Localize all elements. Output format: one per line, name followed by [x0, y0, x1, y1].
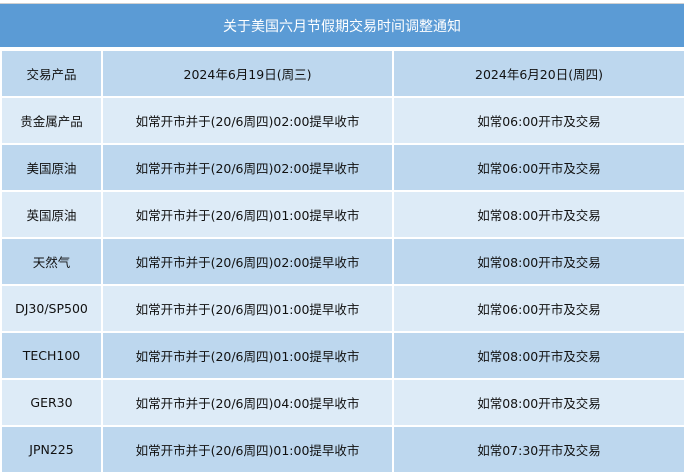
table-row: GER30 如常开市并于(20/6周四)04:00提早收市 如常08:00开市及交易: [0, 378, 684, 427]
spreadsheet-top-gridline: [0, 0, 684, 4]
product-cell: 美国原油: [0, 143, 103, 192]
june19-cell: 如常开市并于(20/6周四)02:00提早收市: [101, 143, 394, 192]
table-row: 美国原油 如常开市并于(20/6周四)02:00提早收市 如常06:00开市及交易: [0, 143, 684, 192]
june20-cell: 如常06:00开市及交易: [392, 284, 684, 333]
product-cell: DJ30/SP500: [0, 284, 103, 333]
product-cell: 英国原油: [0, 190, 103, 239]
table-row: JPN225 如常开市并于(20/6周四)01:00提早收市 如常07:30开市及交…: [0, 425, 684, 474]
header-date-1: 2024年6月19日(周三): [101, 49, 394, 98]
schedule-table: 交易产品 2024年6月19日(周三) 2024年6月20日(周四) 贵金属产品…: [0, 49, 684, 474]
june19-cell: 如常开市并于(20/6周四)02:00提早收市: [101, 96, 394, 145]
product-cell: GER30: [0, 378, 103, 427]
june20-cell: 如常06:00开市及交易: [392, 96, 684, 145]
table-row: 天然气 如常开市并于(20/6周四)02:00提早收市 如常08:00开市及交易: [0, 237, 684, 286]
table-row: TECH100 如常开市并于(20/6周四)01:00提早收市 如常08:00开市及…: [0, 331, 684, 380]
table-row: 贵金属产品 如常开市并于(20/6周四)02:00提早收市 如常06:00开市及交易: [0, 96, 684, 145]
june19-cell: 如常开市并于(20/6周四)01:00提早收市: [101, 331, 394, 380]
product-cell: JPN225: [0, 425, 103, 474]
june19-cell: 如常开市并于(20/6周四)02:00提早收市: [101, 237, 394, 286]
june19-cell: 如常开市并于(20/6周四)04:00提早收市: [101, 378, 394, 427]
june19-cell: 如常开市并于(20/6周四)01:00提早收市: [101, 284, 394, 333]
product-cell: TECH100: [0, 331, 103, 380]
product-cell: 天然气: [0, 237, 103, 286]
table-row: DJ30/SP500 如常开市并于(20/6周四)01:00提早收市 如常06:00…: [0, 284, 684, 333]
june20-cell: 如常07:30开市及交易: [392, 425, 684, 474]
june20-cell: 如常06:00开市及交易: [392, 143, 684, 192]
june20-cell: 如常08:00开市及交易: [392, 190, 684, 239]
june19-cell: 如常开市并于(20/6周四)01:00提早收市: [101, 190, 394, 239]
header-row: 交易产品 2024年6月19日(周三) 2024年6月20日(周四): [0, 49, 684, 98]
june20-cell: 如常08:00开市及交易: [392, 378, 684, 427]
june20-cell: 如常08:00开市及交易: [392, 237, 684, 286]
table-row: 英国原油 如常开市并于(20/6周四)01:00提早收市 如常08:00开市及交易: [0, 190, 684, 239]
header-product: 交易产品: [0, 49, 103, 98]
june19-cell: 如常开市并于(20/6周四)01:00提早收市: [101, 425, 394, 474]
product-cell: 贵金属产品: [0, 96, 103, 145]
header-date-2: 2024年6月20日(周四): [392, 49, 684, 98]
june20-cell: 如常08:00开市及交易: [392, 331, 684, 380]
notice-title: 关于美国六月节假期交易时间调整通知: [0, 4, 684, 47]
